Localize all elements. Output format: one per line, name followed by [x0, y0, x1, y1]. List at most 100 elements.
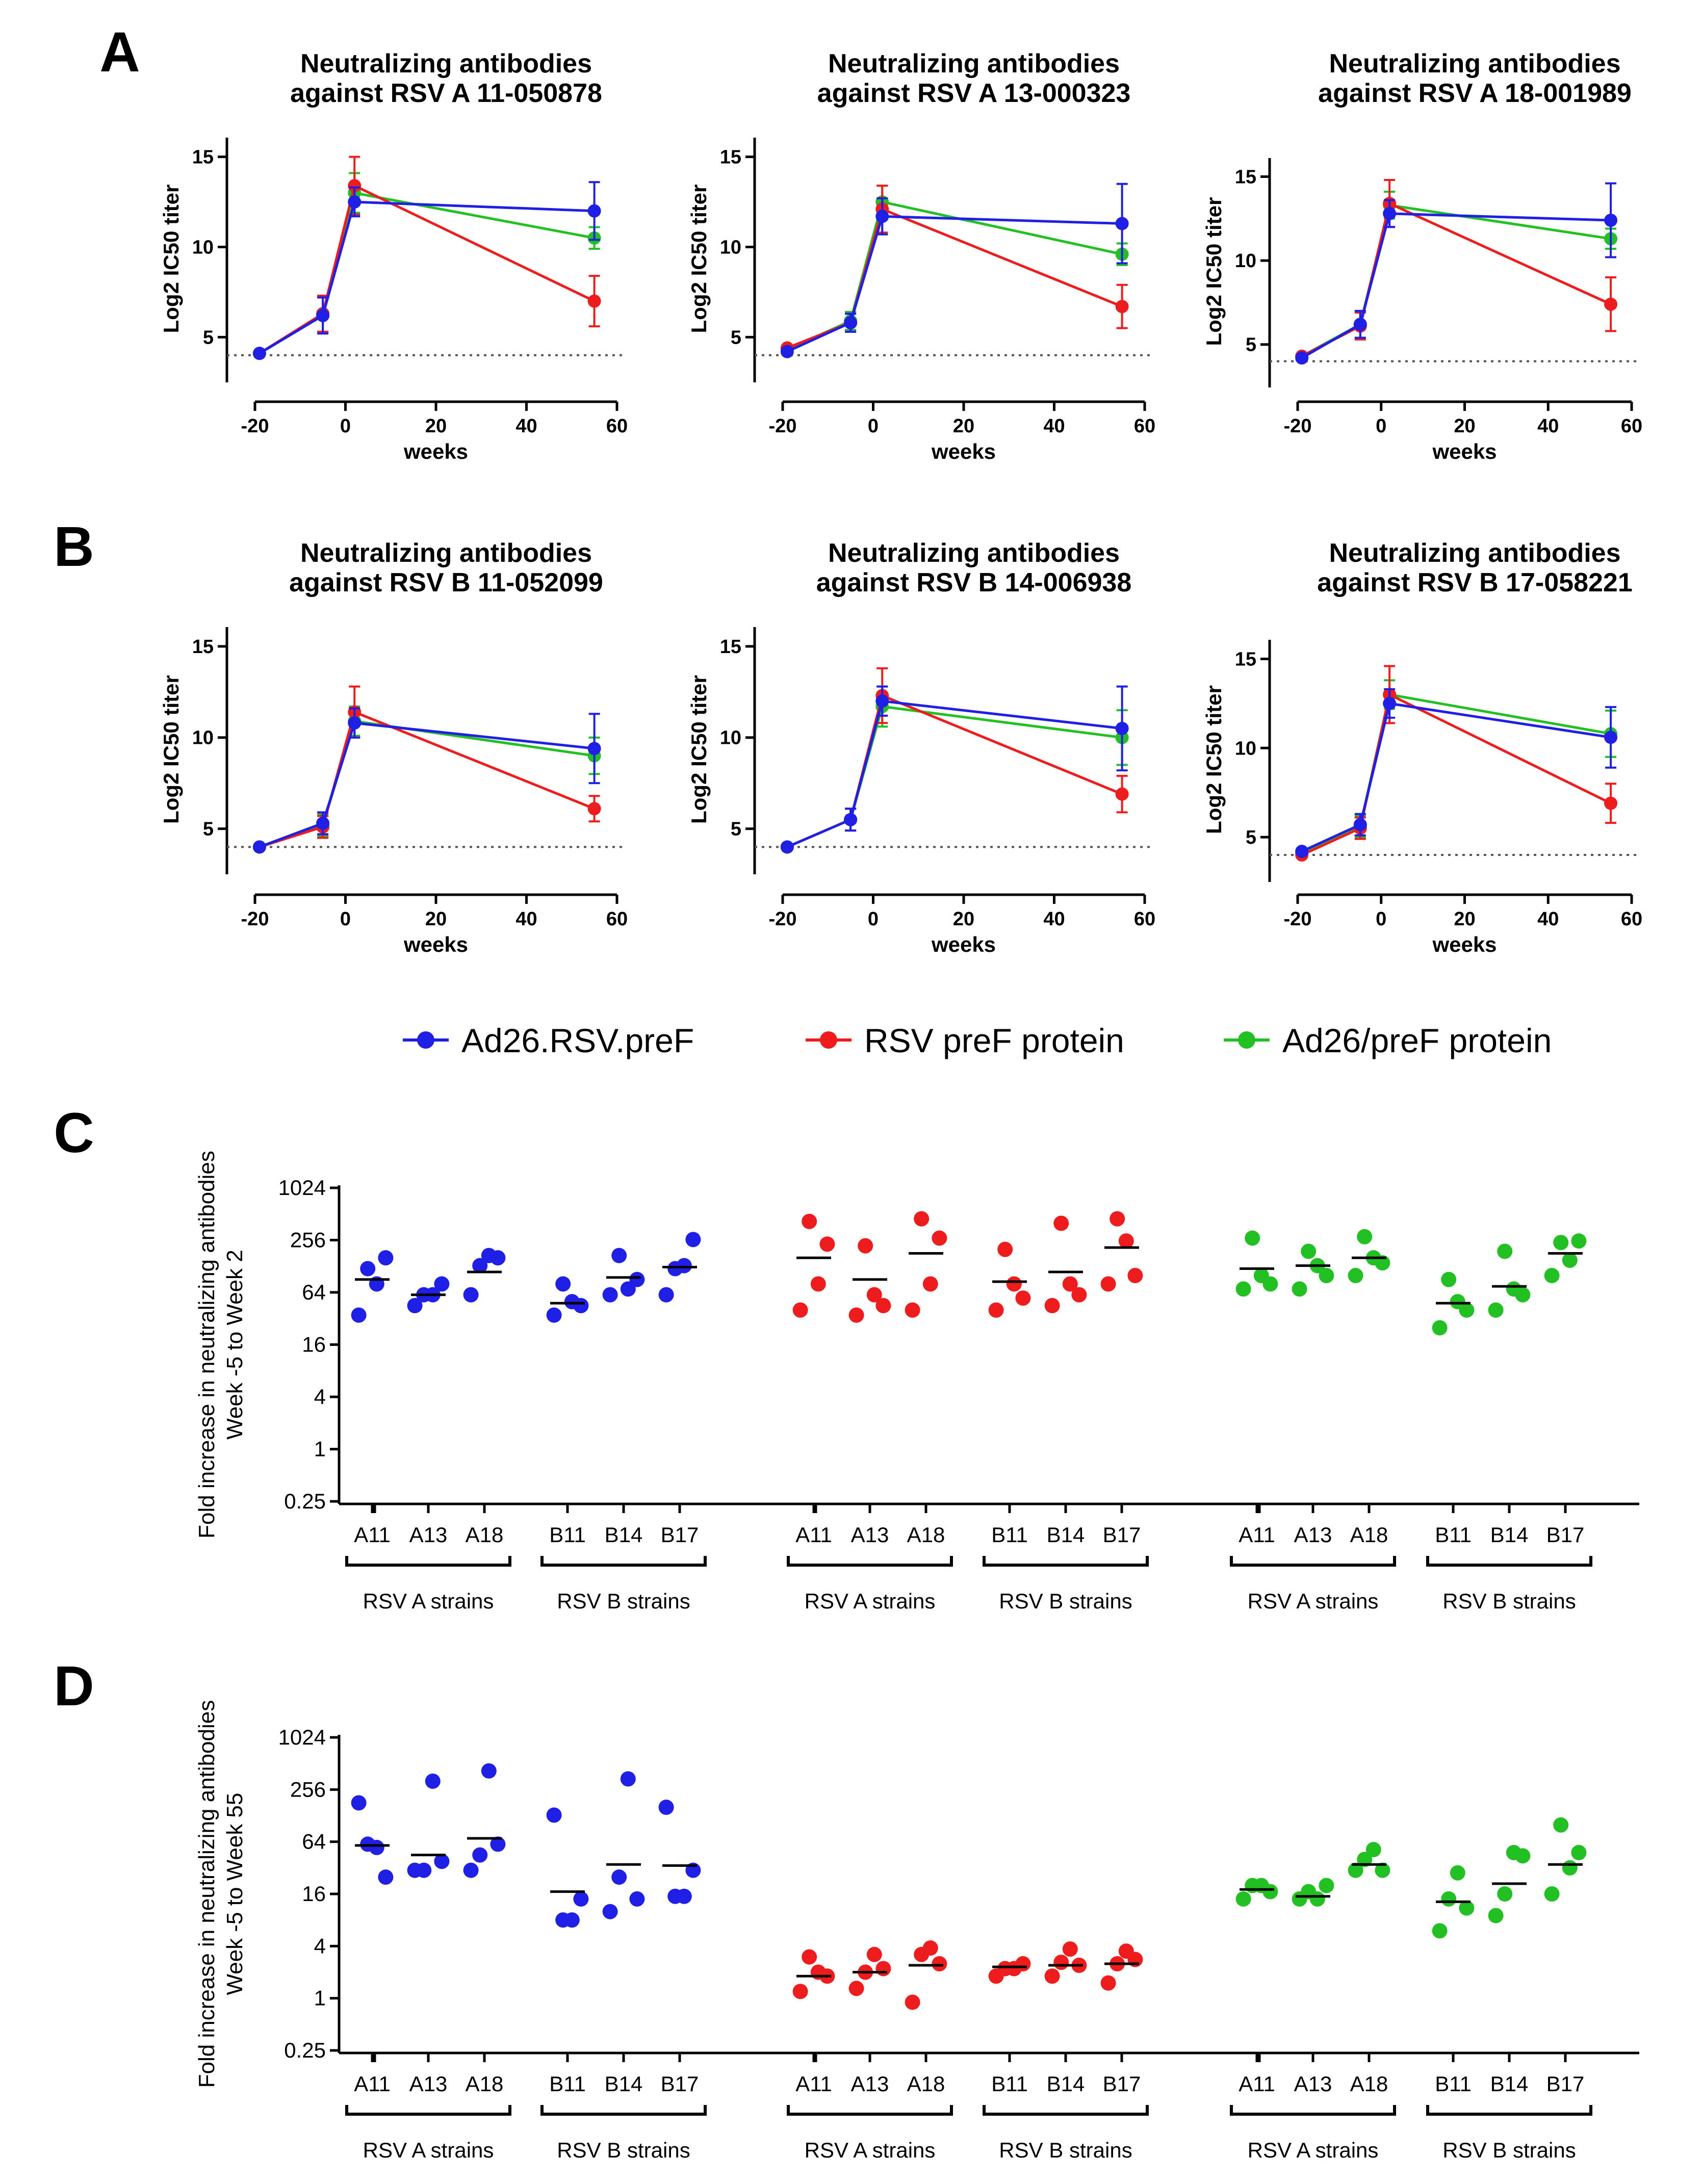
data-point: [1562, 1253, 1578, 1268]
category-label: B11: [1435, 2072, 1472, 2096]
data-point: [1544, 1886, 1560, 1902]
data-point: [463, 1287, 479, 1303]
strain-group-label: RSV B strains: [1442, 2138, 1576, 2162]
y-tick-label: 15: [1235, 648, 1256, 670]
data-point: [348, 195, 362, 209]
data-point: [810, 1276, 826, 1292]
data-point: [490, 1836, 506, 1852]
category-label: B17: [1546, 2072, 1585, 2096]
strain-group-label: RSV A strains: [805, 2138, 936, 2162]
y-tick-label: 5: [203, 327, 214, 348]
strain-group-label: RSV A strains: [1248, 1589, 1379, 1613]
data-point: [629, 1891, 645, 1907]
data-point: [416, 1862, 432, 1878]
data-point: [434, 1854, 450, 1869]
data-point: [611, 1247, 627, 1263]
data-point: [1571, 1844, 1587, 1860]
chart-title: against RSV B 11-052099: [289, 568, 603, 597]
data-point: [866, 1287, 882, 1303]
data-point: [875, 1298, 891, 1314]
data-point: [316, 816, 330, 830]
data-point: [1053, 1215, 1069, 1231]
x-tick-label: 40: [1043, 908, 1065, 930]
strain-group-bracket: [1230, 1556, 1396, 1567]
y-axis-label: Log2 IC50 titer: [159, 185, 183, 333]
data-point: [1353, 818, 1367, 831]
data-point: [252, 840, 266, 854]
x-tick-label: 20: [1454, 908, 1475, 930]
data-point: [1110, 1211, 1125, 1227]
data-point: [875, 694, 889, 708]
y-axis-label: Log2 IC50 titer: [159, 675, 183, 824]
data-point: [1604, 731, 1618, 744]
y-tick-label: 5: [731, 327, 741, 348]
strain-group-bracket: [1230, 2105, 1396, 2116]
data-point: [564, 1912, 580, 1928]
category-label: B17: [661, 1523, 699, 1547]
data-point: [351, 1795, 367, 1811]
data-point: [922, 1276, 938, 1292]
category-label: A11: [795, 2072, 832, 2096]
data-point: [1450, 1865, 1465, 1881]
x-axis-label: weeks: [1432, 932, 1497, 956]
data-point: [1044, 1968, 1060, 1984]
strain-group-bracket: [345, 2105, 511, 2116]
data-point: [932, 1956, 947, 1972]
y-tick-label: 4: [314, 1934, 326, 1958]
series-rsv-pref-protein: [252, 685, 601, 854]
data-point: [1062, 1276, 1078, 1292]
category-label: B17: [1103, 2072, 1141, 2096]
data-point: [1375, 1862, 1390, 1878]
y-axis-label: Log2 IC50 titer: [1202, 197, 1226, 346]
legend-label: Ad26/preF protein: [1282, 1022, 1552, 1059]
data-point: [546, 1307, 562, 1323]
data-point: [1459, 1302, 1475, 1318]
x-tick-label: -20: [1284, 908, 1312, 930]
series-ad26-pref-protein: [1295, 191, 1618, 363]
category-label: A11: [354, 1523, 391, 1547]
data-point: [858, 1238, 873, 1254]
chart-title: against RSV B 17-058221: [1317, 568, 1633, 597]
data-point: [905, 1302, 920, 1318]
data-point: [802, 1949, 817, 1965]
series-line: [1301, 201, 1612, 358]
y-axis-label: Log2 IC50 titer: [1202, 685, 1226, 834]
data-point: [587, 204, 601, 218]
y-tick-label: 16: [302, 1333, 326, 1357]
chart-title: Neutralizing antibodies: [300, 49, 592, 79]
category-label: B14: [605, 2072, 643, 2096]
data-point: [875, 210, 889, 223]
legend-swatch-marker: [820, 1031, 837, 1049]
group-ad26-pref-protein: A11 A13 A18 B11 B14 B17 RSV A strains RSV B str…: [1230, 1817, 1592, 2162]
y-tick-label: 10: [192, 237, 214, 258]
legend-item: Ad26/preF protein: [1224, 1022, 1552, 1059]
y-tick-label: 5: [731, 819, 741, 840]
legend-item: Ad26.RSV.preF: [403, 1022, 694, 1059]
category-label: A13: [409, 2072, 448, 2096]
y-tick-label: 0.25: [284, 2038, 326, 2062]
series-ad26-rsv-pref: [252, 707, 601, 854]
series-line: [1301, 212, 1611, 359]
data-point: [1441, 1891, 1457, 1907]
data-point: [587, 802, 601, 816]
category-label: A13: [851, 1523, 889, 1547]
y-tick-label: 4: [314, 1385, 326, 1409]
data-point: [629, 1271, 645, 1287]
data-point: [490, 1250, 506, 1266]
data-point: [658, 1800, 674, 1815]
chart-title: against RSV B 14-006938: [816, 568, 1132, 597]
x-tick-label: 60: [1621, 415, 1642, 437]
data-point: [914, 1211, 930, 1227]
data-point: [587, 742, 601, 756]
x-tick-label: 0: [868, 908, 879, 930]
y-tick-label: 15: [192, 147, 214, 168]
category-label: B11: [549, 2072, 586, 2096]
x-tick-label: 20: [953, 415, 974, 437]
category-label: B14: [1490, 1523, 1529, 1547]
data-point: [1295, 845, 1309, 859]
data-point: [1459, 1900, 1475, 1916]
